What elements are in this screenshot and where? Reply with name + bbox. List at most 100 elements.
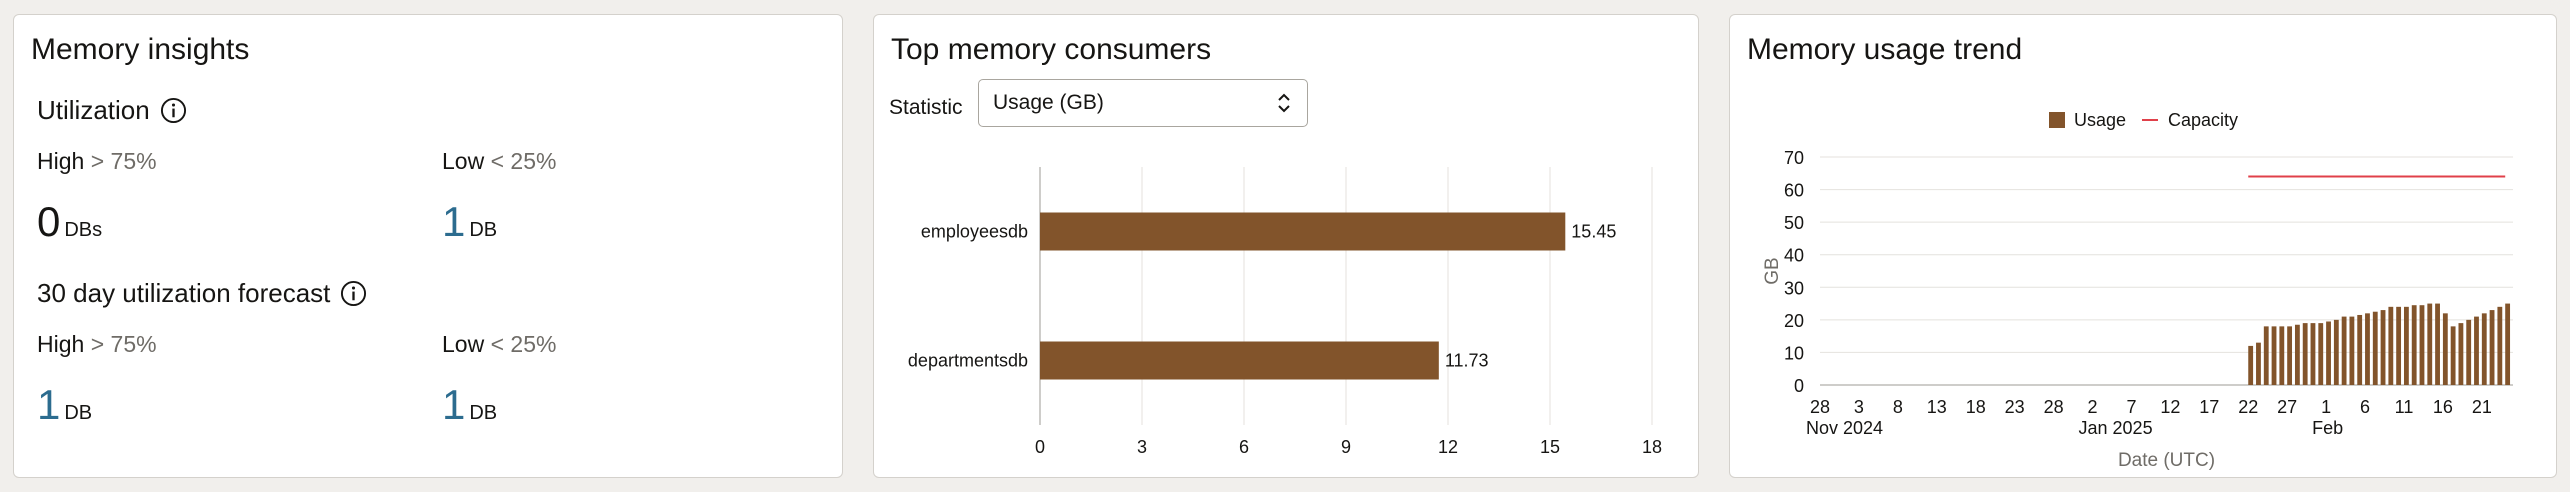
usage-bar — [2279, 326, 2285, 385]
legend-capacity-label: Capacity — [2168, 110, 2238, 130]
usage-bar — [2256, 342, 2261, 385]
count-unit: DB — [469, 402, 498, 424]
forecast-low-label: Low < 25% — [442, 331, 556, 358]
usage-bar — [2380, 310, 2386, 385]
utilization-high-count[interactable]: 0 DBs — [37, 201, 102, 243]
y-tick-label: 0 — [1794, 376, 1804, 396]
usage-bar — [2474, 316, 2479, 385]
count-value: 1 — [442, 381, 466, 428]
data-label: 11.73 — [1445, 351, 1489, 371]
low-label-text: Low — [442, 331, 485, 357]
x-tick-label: 7 — [2126, 397, 2136, 417]
low-label-text: Low — [442, 148, 485, 174]
utilization-title: Utilization — [37, 95, 187, 126]
x-tick-month-label: Jan 2025 — [2079, 418, 2153, 438]
y-tick-label: 20 — [1784, 311, 1804, 331]
x-tick-label: 6 — [2360, 397, 2370, 417]
usage-bar — [2287, 326, 2293, 385]
utilization-high-label: High > 75% — [37, 148, 157, 175]
usage-bar — [2349, 316, 2355, 385]
category-label: departmentsdb — [908, 351, 1028, 371]
x-tick-label: 18 — [1642, 437, 1662, 457]
x-tick-label: 3 — [1137, 437, 1147, 457]
memory-usage-trend-card: Memory usage trend Usage Capacity 0 10 20 30 4… — [1729, 14, 2557, 478]
count-unit: DB — [469, 219, 498, 241]
usage-bar — [2326, 321, 2331, 385]
usage-trend-title: Memory usage trend — [1747, 33, 2023, 66]
y-tick-label: 10 — [1784, 343, 1804, 363]
usage-bar — [2466, 319, 2472, 385]
count-unit: DBs — [64, 219, 103, 241]
data-label: 15.45 — [1571, 222, 1616, 242]
usage-bar — [2442, 313, 2448, 385]
usage-bar — [2427, 303, 2433, 385]
usage-bar — [2310, 323, 2316, 385]
x-tick-label: 3 — [1854, 397, 1864, 417]
x-tick-label: 12 — [2160, 397, 2180, 417]
high-label-text: High — [37, 331, 85, 357]
x-tick-label: 15 — [1540, 437, 1560, 457]
x-tick-label: 8 — [1893, 397, 1903, 417]
usage-bar — [2294, 324, 2300, 385]
statistic-select[interactable]: Usage (GB) — [978, 79, 1308, 127]
info-icon[interactable] — [340, 280, 367, 307]
x-tick-label: 2 — [2088, 397, 2098, 417]
x-tick-label: 13 — [1927, 397, 1947, 417]
usage-bar — [2263, 326, 2269, 385]
low-threshold: < 25% — [490, 148, 557, 174]
x-tick-month-label: Nov 2024 — [1806, 418, 1883, 438]
top-consumers-title: Top memory consumers — [891, 33, 1212, 66]
x-axis-title: Date (UTC) — [2118, 450, 2215, 471]
bar — [1040, 212, 1566, 251]
legend-usage-swatch — [2049, 112, 2065, 128]
count-value: 1 — [37, 381, 61, 428]
utilization-title-text: Utilization — [37, 95, 150, 125]
statistic-select-value: Usage (GB) — [993, 91, 1104, 114]
usage-bar — [2271, 326, 2277, 385]
x-tick-label: 28 — [2044, 397, 2064, 417]
usage-bar — [2248, 345, 2254, 385]
utilization-low-count[interactable]: 1 DB — [442, 201, 497, 243]
memory-insights-title: Memory insights — [31, 33, 250, 66]
memory-insights-card: Memory insights Utilization High > 75% L… — [13, 14, 843, 478]
forecast-low-count[interactable]: 1 DB — [442, 384, 497, 426]
forecast-high-count[interactable]: 1 DB — [37, 384, 92, 426]
x-tick-label: 12 — [1438, 437, 1458, 457]
usage-bar — [2333, 319, 2339, 385]
usage-bar — [2365, 313, 2370, 385]
usage-bar — [2489, 310, 2495, 385]
x-tick-label: 28 — [1810, 397, 1830, 417]
high-label-text: High — [37, 148, 85, 174]
x-tick-label: 23 — [2005, 397, 2025, 417]
x-tick-label: 16 — [2433, 397, 2453, 417]
y-tick-label: 50 — [1784, 213, 1804, 233]
usage-bar — [2458, 323, 2464, 385]
usage-bar — [2481, 313, 2487, 385]
statistic-label: Statistic — [889, 96, 963, 119]
usage-bar — [2372, 311, 2378, 385]
x-tick-label: 0 — [1035, 437, 1045, 457]
y-tick-label: 40 — [1784, 246, 1804, 266]
x-tick-label: 17 — [2199, 397, 2219, 417]
usage-bar — [2450, 326, 2456, 385]
usage-bar — [2419, 305, 2425, 385]
x-tick-label: 11 — [2395, 397, 2414, 417]
usage-bar — [2388, 306, 2394, 385]
category-label: employeesdb — [921, 222, 1028, 242]
info-icon[interactable] — [160, 97, 187, 124]
y-tick-label: 60 — [1784, 181, 1804, 201]
usage-bar — [2435, 303, 2440, 385]
count-unit: DB — [64, 402, 93, 424]
y-tick-label: 30 — [1784, 278, 1804, 298]
x-tick-label: 6 — [1239, 437, 1249, 457]
x-tick-label: 1 — [2321, 397, 2331, 417]
up-down-chevron-icon — [1278, 93, 1290, 113]
usage-bar — [2411, 305, 2417, 385]
high-threshold: > 75% — [90, 148, 157, 174]
low-threshold: < 25% — [490, 331, 557, 357]
x-tick-label: 22 — [2238, 397, 2258, 417]
usage-bar — [2497, 306, 2503, 385]
x-tick-label: 9 — [1341, 437, 1351, 457]
y-axis-title: GB — [1762, 257, 1783, 284]
